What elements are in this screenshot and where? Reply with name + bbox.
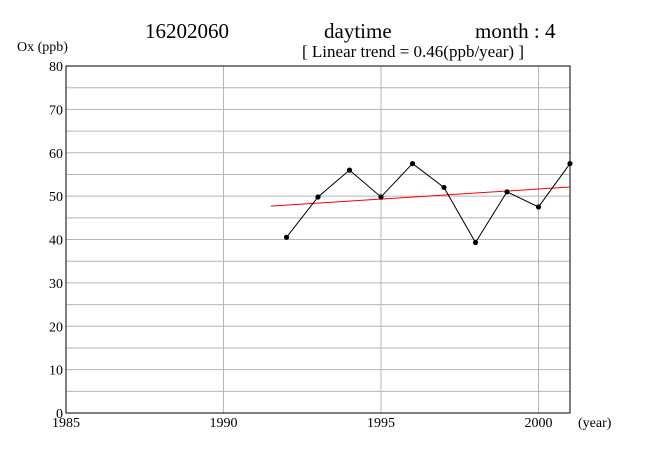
trend-label: [ Linear trend = 0.46(ppb/year) ] <box>302 42 524 61</box>
y-tick-label: 10 <box>49 364 63 379</box>
y-tick-label: 60 <box>49 147 63 162</box>
data-point <box>346 167 353 173</box>
x-tick-label: 1995 <box>367 416 395 431</box>
data-point <box>441 184 447 191</box>
y-tick-label: 50 <box>49 190 63 205</box>
y-tick-label: 40 <box>49 234 63 249</box>
y-tick-label: 30 <box>49 277 63 292</box>
trend-line <box>270 186 571 207</box>
x-axis-label: (year) <box>578 416 612 431</box>
y-tick-label: 70 <box>49 103 63 118</box>
y-axis-label: Ox (ppb) <box>17 40 68 55</box>
data-point <box>409 160 416 167</box>
data-point <box>472 239 479 246</box>
y-tick-label: 0 <box>56 407 63 422</box>
data-point <box>283 234 290 240</box>
data-point <box>504 189 510 195</box>
x-tick-label: 1990 <box>210 416 238 431</box>
series-line <box>286 162 571 244</box>
period-label: daytime <box>324 19 392 43</box>
plot-frame <box>65 65 571 414</box>
y-tick-label: 20 <box>49 320 63 335</box>
data-point <box>535 204 542 210</box>
data-point <box>315 194 321 200</box>
x-tick-label: 1985 <box>52 416 80 431</box>
y-tick-label: 80 <box>49 60 63 75</box>
data-point <box>567 160 573 167</box>
x-tick-label: 2000 <box>525 416 553 431</box>
data-point <box>378 194 384 200</box>
month-label: month : 4 <box>475 19 556 43</box>
station-id: 16202060 <box>145 19 229 43</box>
